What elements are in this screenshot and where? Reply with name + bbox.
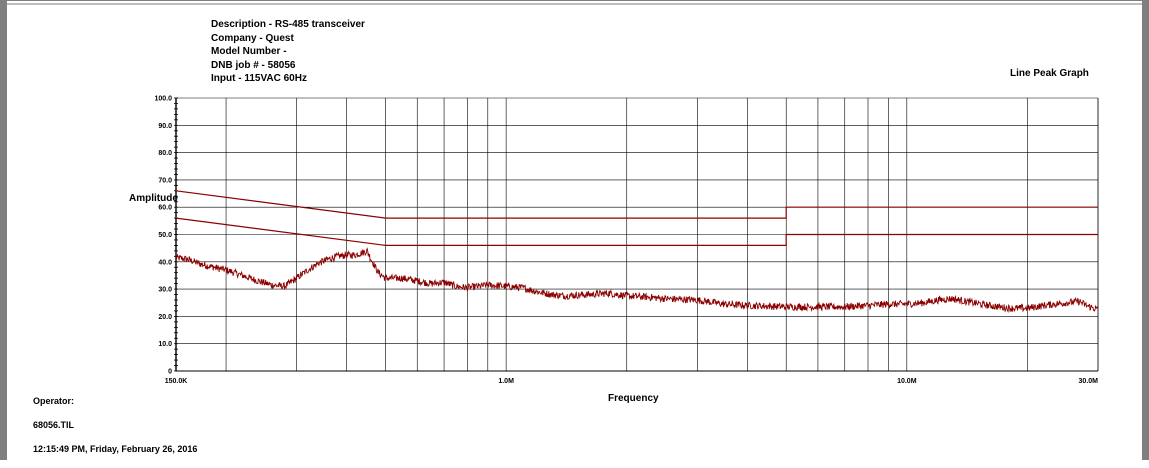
- y-tick-label: 0: [168, 369, 172, 376]
- y-tick-label: 20.0: [158, 314, 172, 321]
- input-power-text: Input - 115VAC 60Hz: [211, 73, 307, 84]
- window-frame-right: [1142, 0, 1149, 460]
- description-text: Description - RS-485 transceiver: [211, 19, 365, 30]
- chart-title: Line Peak Graph: [1010, 68, 1089, 79]
- measurement-trace: [175, 247, 1099, 313]
- file-name-text: 68056.TIL: [33, 420, 75, 430]
- model-number-text: Model Number -: [211, 46, 287, 57]
- x-tick-label: 150.0K: [165, 378, 188, 385]
- test-footer: Operator: 68056.TIL 12:15:49 PM, Friday,…: [33, 396, 197, 468]
- y-tick-label: 10.0: [158, 341, 172, 348]
- chart-tick-labels: 0 10.0 20.0 30.0 40.0 50.0 60.0 70.0 80.0 90.0 100…: [154, 96, 1098, 386]
- x-tick-label: 1.0M: [498, 378, 514, 385]
- y-tick-label: 100.0: [154, 96, 172, 103]
- chart-grid: [176, 97, 1099, 372]
- y-axis-label: Amplitude: [129, 193, 178, 204]
- y-tick-label: 70.0: [158, 177, 172, 184]
- y-tick-label: 80.0: [158, 150, 172, 157]
- company-text: Company - Quest: [211, 32, 294, 44]
- operator-text: Operator:: [33, 396, 75, 406]
- y-tick-label: 60.0: [158, 205, 172, 212]
- x-tick-label: 30.0M: [1079, 378, 1099, 385]
- timestamp-text: 12:15:49 PM, Friday, February 26, 2016: [33, 444, 198, 454]
- y-tick-label: 40.0: [158, 259, 172, 266]
- window-frame-left: [0, 0, 7, 460]
- test-header: Description - RS-485 transceiver Company…: [211, 18, 365, 86]
- y-tick-label: 50.0: [158, 232, 172, 239]
- y-tick-label: 90.0: [158, 123, 172, 130]
- window-frame-top: [7, 0, 1142, 5]
- y-tick-label: 30.0: [158, 287, 172, 294]
- limit-line: [175, 190, 1098, 219]
- x-tick-label: 10.0M: [897, 378, 917, 385]
- x-axis-label: Frequency: [608, 393, 659, 404]
- chart-series: [175, 190, 1099, 313]
- job-number-text: DNB job # - 58056: [211, 59, 296, 71]
- limit-line: [175, 217, 1098, 246]
